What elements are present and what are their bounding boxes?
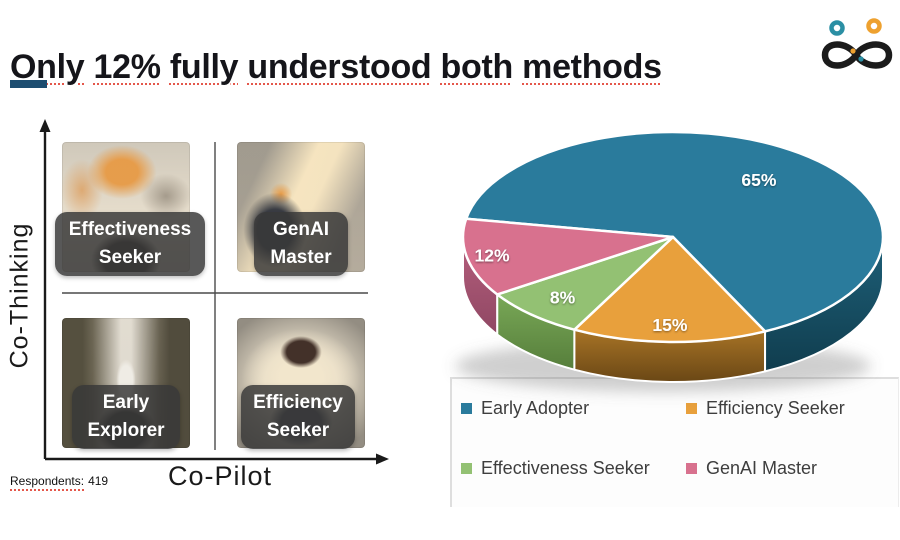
- legend-item: Efficiency Seeker: [686, 399, 898, 417]
- pill-line: Seeker: [98, 247, 162, 268]
- logo-left-head: [829, 20, 845, 36]
- pill-line: Effectiveness: [68, 219, 192, 240]
- quadrant-label-genai-master: GenAI Master: [254, 212, 348, 276]
- legend-marker: [686, 462, 697, 474]
- infinity-logo-icon: [821, 18, 893, 69]
- legend-marker: [686, 402, 697, 414]
- title-word: 12%: [93, 47, 161, 86]
- y-axis-label: Co-Thinking: [5, 222, 34, 369]
- legend-marker: [461, 402, 472, 414]
- quadrant-label-efficiency-seeker: Efficiency Seeker: [241, 385, 355, 449]
- pill-line: Seeker: [266, 420, 330, 441]
- pill-line: Early: [102, 392, 150, 413]
- logo-right-head: [866, 18, 882, 34]
- legend-label: Effectiveness Seeker: [481, 458, 650, 478]
- title-accent-bar: [10, 80, 47, 88]
- title-word: both: [440, 47, 514, 86]
- pie-legend-panel: Early Adopter Efficiency Seeker Effectiven…: [450, 377, 899, 507]
- infinity-loop: [821, 41, 893, 69]
- pill-line: Explorer: [87, 420, 165, 441]
- legend-item: GenAI Master: [686, 459, 898, 477]
- legend-label: GenAI Master: [706, 458, 818, 478]
- title-word: understood: [247, 47, 432, 86]
- respondents-value: 419: [88, 474, 109, 488]
- legend-marker: [461, 462, 472, 474]
- title-word: fully: [169, 47, 239, 86]
- respondents-note: Respondents: 419: [10, 474, 109, 491]
- pill-line: Efficiency: [253, 392, 343, 413]
- logo-orange-dot: [850, 48, 856, 54]
- title-word: methods: [522, 47, 662, 86]
- quadrant-label-effectiveness-seeker: Effectiveness Seeker: [55, 212, 205, 276]
- legend-item: Early Adopter: [461, 399, 686, 417]
- logo-teal-dot: [858, 56, 864, 62]
- x-axis-arrow: [376, 453, 389, 465]
- y-axis-arrow: [39, 119, 51, 132]
- quadrant-label-early-explorer: Early Explorer: [72, 385, 180, 449]
- title-word: Only: [10, 47, 85, 86]
- pill-line: Master: [270, 247, 332, 268]
- legend-label: Efficiency Seeker: [706, 398, 845, 418]
- legend-label: Early Adopter: [481, 398, 590, 418]
- x-axis-label: Co-Pilot: [167, 461, 273, 491]
- pie-legend: Early Adopter Efficiency Seeker Effectiven…: [452, 379, 898, 477]
- page-title: Only 12% fully understood both methods: [10, 47, 770, 87]
- legend-item: Effectiveness Seeker: [461, 459, 686, 477]
- pill-line: GenAI: [273, 219, 329, 240]
- respondents-label: Respondents:: [10, 474, 85, 491]
